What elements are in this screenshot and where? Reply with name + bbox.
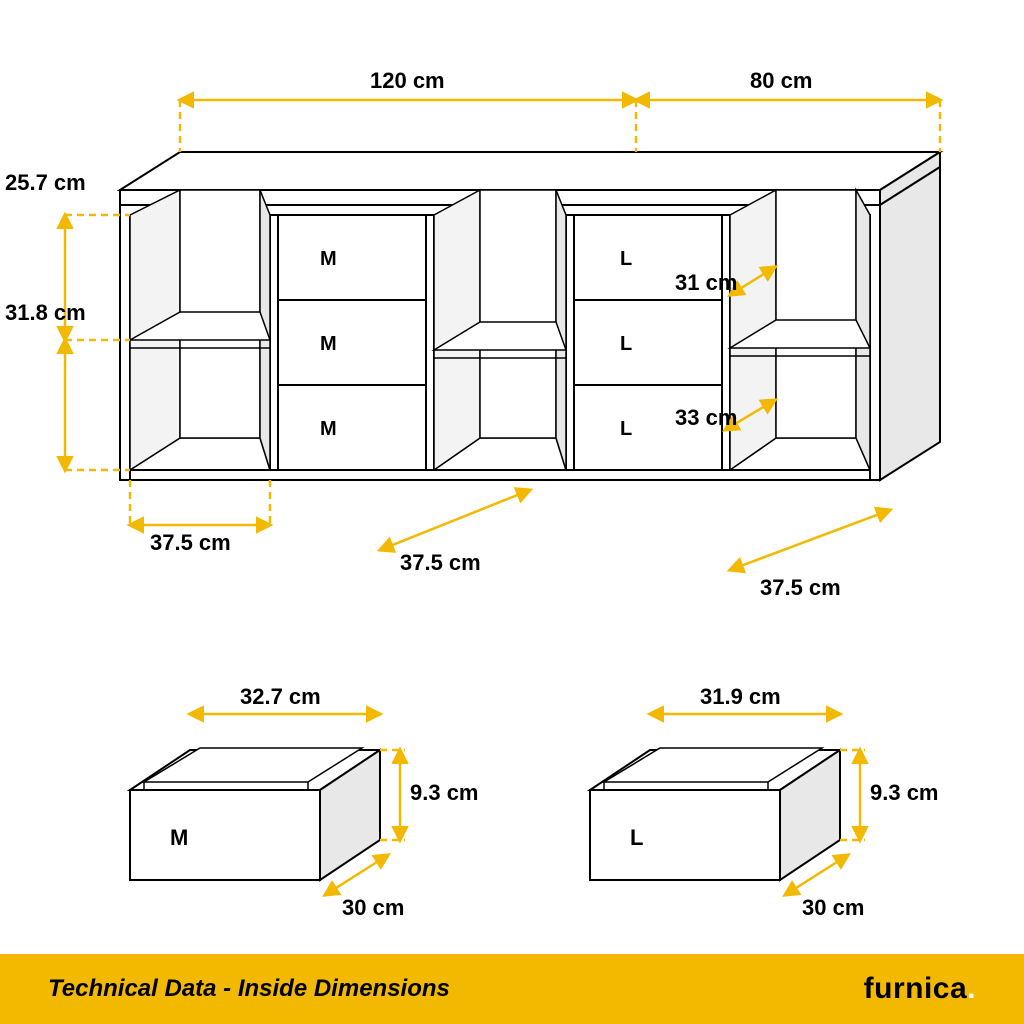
dim-top-80: 80 cm [750, 68, 812, 93]
dim-w1: 37.5 cm [150, 530, 231, 555]
dim-w2: 37.5 cm [400, 550, 481, 575]
drawer-m: M 32.7 cm 9.3 cm 30 cm [130, 684, 479, 920]
dim-m-depth: 30 cm [342, 895, 404, 920]
footer: Technical Data - Inside Dimensions furni… [0, 954, 1024, 1024]
brand-name: furnica [864, 972, 968, 1005]
main-drawer-l-1: L [620, 248, 632, 270]
drawer-m-letter: M [170, 825, 188, 850]
dim-m-height: 9.3 cm [410, 780, 479, 805]
drawer-l: L 31.9 cm 9.3 cm 30 cm [590, 684, 939, 920]
main-drawer-l-2: L [620, 333, 632, 355]
dim-w3: 37.5 cm [760, 575, 841, 600]
dim-m-width: 32.7 cm [240, 684, 321, 709]
dim-l-depth: 30 cm [802, 895, 864, 920]
drawer-l-letter: L [630, 825, 643, 850]
dim-h-upper: 25.7 cm [5, 170, 86, 195]
page: M M M L L L [0, 0, 1024, 1024]
dim-l-height: 9.3 cm [870, 780, 939, 805]
main-drawer-m-2: M [320, 333, 337, 355]
main-drawer-m-1: M [320, 248, 337, 270]
brand-logo: furnica. [864, 972, 976, 1006]
dim-top-120: 120 cm [370, 68, 445, 93]
main-drawer-m-3: M [320, 418, 337, 440]
dim-depth-31: 31 cm [675, 270, 737, 295]
dim-l-width: 31.9 cm [700, 684, 781, 709]
main-drawer-l-3: L [620, 418, 632, 440]
brand-dot: . [967, 972, 976, 1005]
footer-title: Technical Data - Inside Dimensions [48, 975, 450, 1003]
main-cabinet: M M M L L L [5, 68, 940, 600]
diagram-canvas: M M M L L L [0, 0, 1024, 1024]
dim-h-lower: 31.8 cm [5, 300, 86, 325]
dim-depth-33: 33 cm [675, 405, 737, 430]
